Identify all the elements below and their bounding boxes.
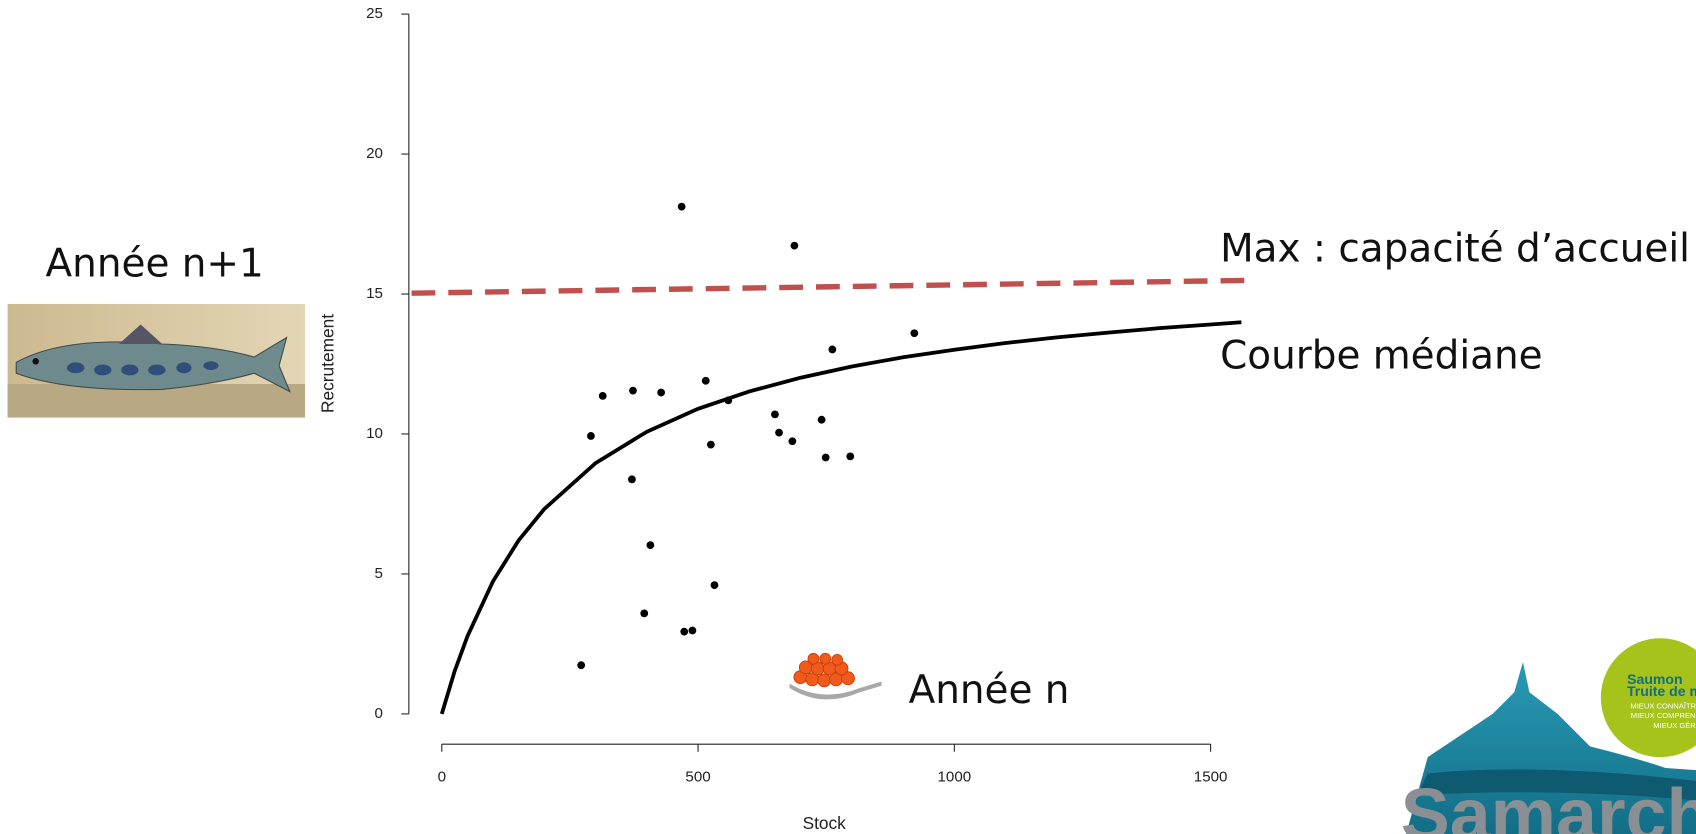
y-axis-label: Recrutement bbox=[317, 314, 337, 413]
point bbox=[788, 437, 797, 446]
logo: Saumon Truite de mer MIEUX CONNAÎTRE MIE… bbox=[1401, 638, 1696, 834]
point bbox=[821, 453, 830, 462]
point bbox=[646, 541, 655, 550]
logo-text: MIEUX GÉRER bbox=[1653, 721, 1696, 730]
point bbox=[817, 415, 826, 424]
curve bbox=[439, 320, 1242, 715]
point bbox=[657, 388, 666, 397]
point bbox=[701, 376, 710, 385]
point bbox=[828, 345, 837, 354]
y-tick-label: 15 bbox=[366, 285, 383, 302]
eggs-spoon bbox=[789, 652, 882, 700]
y-tick-label: 25 bbox=[366, 5, 383, 22]
y-tick-label: 5 bbox=[374, 565, 382, 582]
y-tick-label: 20 bbox=[366, 145, 383, 162]
point bbox=[587, 432, 595, 440]
point bbox=[771, 410, 779, 419]
fish-photo bbox=[7, 303, 306, 418]
x-tick-label: 0 bbox=[438, 769, 446, 786]
annotation: Année n+1 bbox=[46, 242, 264, 287]
x-tick-label: 500 bbox=[685, 769, 710, 786]
x-tick-label: 1000 bbox=[938, 769, 972, 786]
series-label: Max : capacité d’accueil bbox=[1220, 227, 1690, 272]
point bbox=[724, 396, 733, 405]
logo-text: Saumon bbox=[1627, 671, 1682, 687]
logo-text: MIEUX COMPRENDRE bbox=[1631, 711, 1696, 720]
limit-line bbox=[411, 277, 1253, 296]
logo-text: Truite de mer bbox=[1627, 683, 1696, 699]
series-label: Courbe médiane bbox=[1220, 333, 1543, 378]
point bbox=[598, 392, 607, 400]
point bbox=[790, 241, 799, 250]
annotation: Année n bbox=[909, 668, 1070, 713]
point bbox=[688, 626, 697, 635]
point bbox=[846, 452, 855, 461]
point bbox=[677, 202, 686, 211]
x-tick-label: 1500 bbox=[1194, 769, 1228, 786]
y-tick-label: 0 bbox=[374, 705, 382, 722]
logo-text: MIEUX CONNAÎTRE bbox=[1630, 701, 1696, 710]
point bbox=[577, 661, 586, 670]
point bbox=[628, 475, 636, 484]
x-axis-label: Stock bbox=[803, 813, 847, 833]
point bbox=[775, 428, 783, 437]
logo-circle bbox=[1600, 638, 1696, 758]
logo-name: Samarch bbox=[1401, 772, 1696, 834]
point bbox=[706, 440, 715, 449]
point bbox=[710, 581, 719, 590]
point bbox=[680, 627, 689, 636]
point bbox=[640, 609, 649, 618]
y-tick-label: 10 bbox=[366, 425, 383, 442]
point bbox=[910, 329, 919, 338]
point bbox=[629, 386, 637, 395]
